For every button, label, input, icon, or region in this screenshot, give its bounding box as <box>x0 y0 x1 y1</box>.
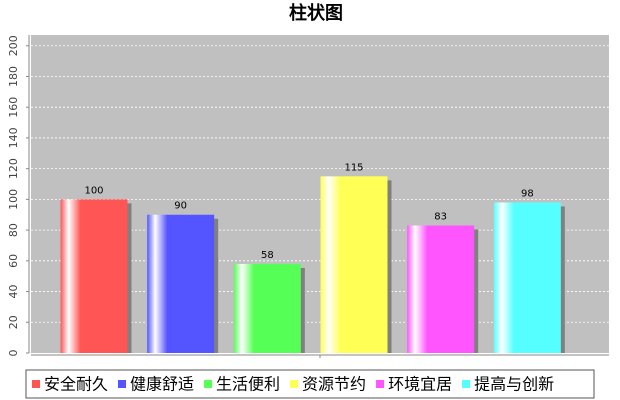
legend-swatch <box>462 380 471 388</box>
y-tick-label: 80 <box>7 223 20 237</box>
legend-swatch <box>32 380 40 388</box>
legend-label: 安全耐久 <box>44 375 108 394</box>
value-label: 58 <box>261 250 274 261</box>
y-tick-label: 180 <box>7 66 20 87</box>
y-tick-label: 140 <box>7 127 20 148</box>
value-label: 90 <box>174 201 187 212</box>
y-tick-label: 60 <box>7 254 20 268</box>
y-tick-label: 0 <box>7 350 20 357</box>
bar <box>407 225 475 353</box>
y-tick-label: 100 <box>7 189 20 210</box>
bar <box>147 214 215 353</box>
legend-swatch <box>118 380 127 388</box>
bar <box>493 202 561 353</box>
bar <box>60 199 128 353</box>
value-label: 98 <box>521 188 534 199</box>
value-label: 83 <box>434 211 447 222</box>
legend-label: 提高与创新 <box>474 375 554 394</box>
chart-title: 柱状图 <box>289 2 343 24</box>
value-label: 100 <box>84 185 103 196</box>
legend-label: 资源节约 <box>302 375 366 394</box>
legend-label: 健康舒适 <box>130 375 194 394</box>
legend-label: 环境宜居 <box>388 375 452 394</box>
y-tick-label: 20 <box>7 315 20 329</box>
bar <box>233 263 301 353</box>
bar <box>320 176 388 353</box>
legend-swatch <box>376 380 385 388</box>
y-tick-label: 160 <box>7 97 20 118</box>
y-tick-label: 120 <box>7 158 20 179</box>
legend-swatch <box>204 380 213 388</box>
legend-label: 生活便利 <box>216 375 280 394</box>
legend-swatch <box>290 380 299 388</box>
y-tick-label: 40 <box>7 285 20 299</box>
y-tick-label: 200 <box>7 35 20 56</box>
value-label: 115 <box>344 162 363 173</box>
